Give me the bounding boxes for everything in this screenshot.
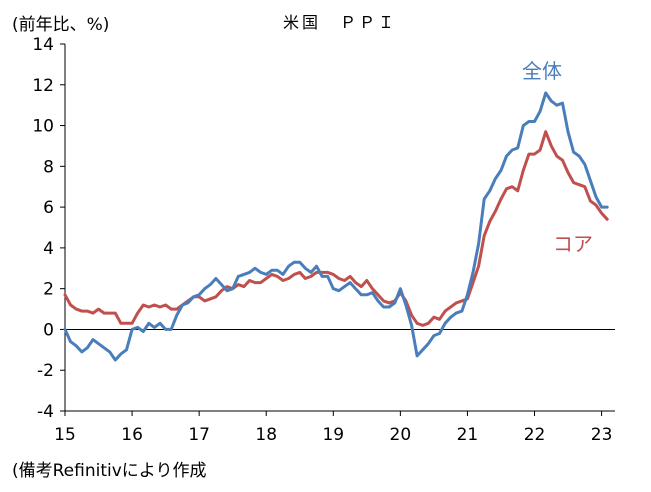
- y-tick-label: 0: [43, 320, 54, 340]
- x-tick-label: 19: [322, 425, 344, 445]
- x-tick-label: 23: [591, 425, 613, 445]
- x-tick-label: 17: [188, 425, 210, 445]
- y-axis-unit-label: (前年比、%): [12, 15, 109, 35]
- series-label-all: 全体: [522, 59, 562, 83]
- y-tick-label: 10: [32, 117, 54, 137]
- chart-title: 米国 ＰＰＩ: [283, 13, 397, 32]
- series-lines: [63, 91, 609, 362]
- x-tick-label: 16: [121, 425, 143, 445]
- x-tick-label: 22: [524, 425, 546, 445]
- y-tick-label: 14: [32, 35, 54, 55]
- series-line-core: [63, 130, 609, 327]
- y-tick-label: 12: [32, 76, 54, 96]
- y-tick-label: 6: [43, 198, 54, 218]
- series-line-all: [63, 91, 609, 362]
- y-tick-label: 4: [43, 239, 54, 259]
- y-tick-label: 2: [43, 280, 54, 300]
- y-tick-label: 8: [43, 157, 54, 177]
- x-tick-label: 15: [54, 425, 76, 445]
- y-tick-label: -4: [37, 402, 54, 422]
- series-label-core: コア: [553, 232, 593, 256]
- x-tick-label: 20: [390, 425, 412, 445]
- source-note: (備考Refinitivにより作成: [12, 461, 207, 481]
- x-tick-label: 18: [255, 425, 277, 445]
- y-tick-label: -2: [37, 361, 54, 381]
- x-tick-label: 21: [457, 425, 479, 445]
